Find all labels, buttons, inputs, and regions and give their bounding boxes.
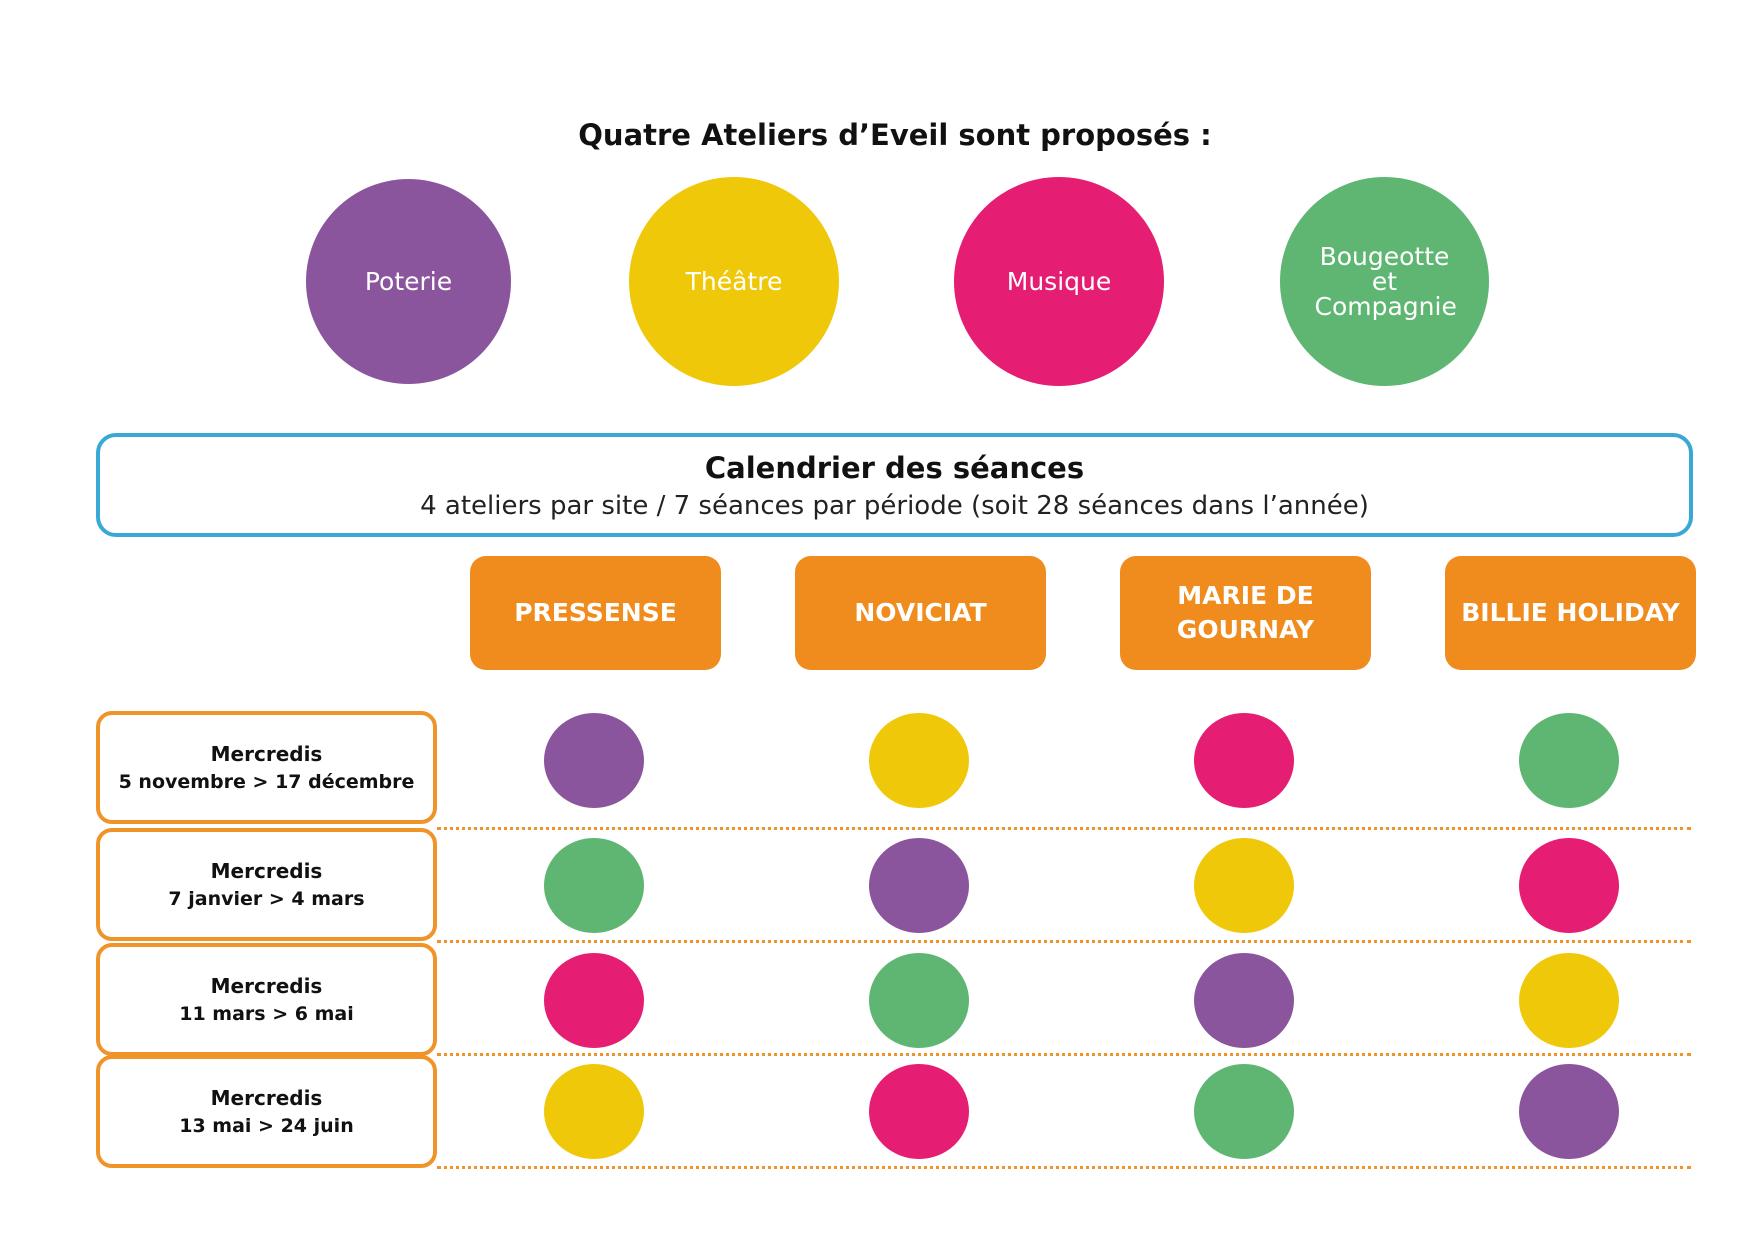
session-dot-r1-c4 bbox=[1519, 713, 1619, 808]
period-row-1: Mercredis 5 novembre > 17 décembre bbox=[96, 711, 437, 824]
site-name: PRESSENSE bbox=[514, 598, 677, 627]
session-dot-r2-c4 bbox=[1519, 838, 1619, 933]
session-dot-r3-c2 bbox=[869, 953, 969, 1048]
atelier-circle-bougeotte: Bougeotte et Compagnie bbox=[1280, 177, 1489, 386]
session-dot-r4-c3 bbox=[1194, 1064, 1294, 1159]
atelier-label-poterie: Poterie bbox=[364, 267, 453, 296]
period-row-2: Mercredis 7 janvier > 4 mars bbox=[96, 828, 437, 941]
row-separator bbox=[437, 1166, 1691, 1169]
session-dot-r3-c4 bbox=[1519, 953, 1619, 1048]
session-dot-r1-c1 bbox=[544, 713, 644, 808]
period-row-3: Mercredis 11 mars > 6 mai bbox=[96, 943, 437, 1056]
atelier-label-musique: Musique bbox=[1006, 267, 1112, 296]
session-dot-r2-c3 bbox=[1194, 838, 1294, 933]
session-dot-r4-c4 bbox=[1519, 1064, 1619, 1159]
period-label: Mercredis bbox=[210, 1085, 323, 1110]
period-label: Mercredis bbox=[210, 973, 323, 998]
period-dates: 5 novembre > 17 décembre bbox=[118, 770, 415, 793]
session-dot-r2-c1 bbox=[544, 838, 644, 933]
calendar-subtitle: 4 ateliers par site / 7 séances par péri… bbox=[420, 491, 1369, 521]
site-name: BILLIE HOLIDAY bbox=[1461, 598, 1680, 627]
atelier-circle-musique: Musique bbox=[954, 177, 1164, 386]
period-dates: 7 janvier > 4 mars bbox=[168, 887, 365, 910]
site-header-marie-de-gournay: MARIE DE GOURNAY bbox=[1120, 556, 1371, 670]
session-dot-r3-c1 bbox=[544, 953, 644, 1048]
session-dot-r1-c2 bbox=[869, 713, 969, 808]
calendar-title: Calendrier des séances bbox=[704, 451, 1085, 485]
session-dot-r2-c2 bbox=[869, 838, 969, 933]
session-dot-r4-c1 bbox=[544, 1064, 644, 1159]
atelier-label-theatre: Théâtre bbox=[685, 267, 783, 296]
period-dates: 11 mars > 6 mai bbox=[179, 1002, 354, 1025]
atelier-circle-theatre: Théâtre bbox=[629, 177, 839, 386]
row-separator bbox=[437, 827, 1691, 830]
row-separator bbox=[437, 940, 1691, 943]
period-row-4: Mercredis 13 mai > 24 juin bbox=[96, 1055, 437, 1168]
period-label: Mercredis bbox=[210, 858, 323, 883]
page-title: Quatre Ateliers d’Eveil sont proposés : bbox=[578, 118, 1212, 152]
session-dot-r1-c3 bbox=[1194, 713, 1294, 808]
atelier-label-bougeotte: Bougeotte et Compagnie bbox=[1314, 242, 1457, 321]
row-separator bbox=[437, 1053, 1691, 1056]
period-label: Mercredis bbox=[210, 741, 323, 766]
site-header-noviciat: NOVICIAT bbox=[795, 556, 1046, 670]
site-header-pressense: PRESSENSE bbox=[470, 556, 721, 670]
site-header-billie-holiday: BILLIE HOLIDAY bbox=[1445, 556, 1696, 670]
period-dates: 13 mai > 24 juin bbox=[179, 1114, 354, 1137]
site-name: MARIE DE GOURNAY bbox=[1176, 581, 1315, 644]
session-dot-r3-c3 bbox=[1194, 953, 1294, 1048]
site-name: NOVICIAT bbox=[854, 598, 987, 627]
calendar-banner: Calendrier des séances 4 ateliers par si… bbox=[96, 433, 1693, 537]
atelier-circle-poterie: Poterie bbox=[306, 179, 511, 384]
session-dot-r4-c2 bbox=[869, 1064, 969, 1159]
